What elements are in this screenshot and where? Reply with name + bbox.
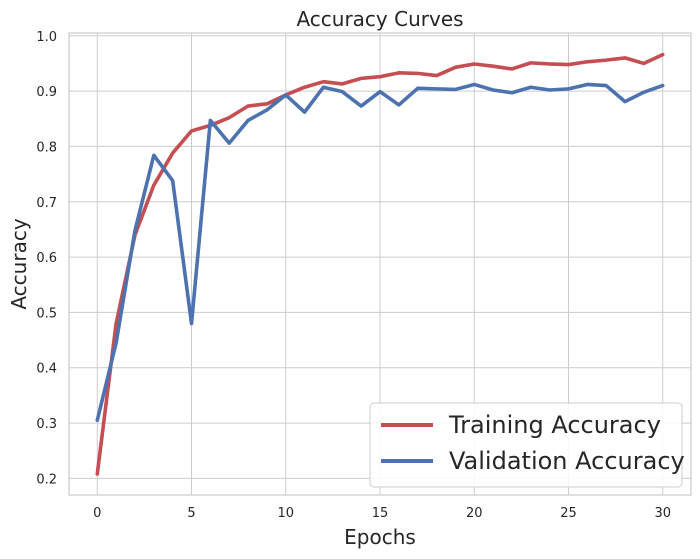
- y-axis-label: Accuracy: [7, 218, 31, 309]
- y-tick-label: 0.3: [36, 417, 57, 432]
- training-accuracy-line: [95, 52, 665, 476]
- x-tick-label: 15: [372, 506, 389, 521]
- y-tick-label: 0.5: [36, 306, 57, 321]
- validation-accuracy-line: [95, 82, 665, 423]
- x-tick-label: 0: [93, 506, 101, 521]
- y-tick-label: 0.7: [36, 196, 57, 211]
- x-tick-label: 5: [187, 506, 195, 521]
- x-axis-label: Epochs: [344, 525, 416, 549]
- chart-title: Accuracy Curves: [296, 7, 463, 31]
- x-tick-label: 10: [277, 506, 294, 521]
- plot-frame: [68, 32, 692, 496]
- series-lines: [95, 52, 665, 476]
- y-tick-label: 0.8: [36, 140, 57, 155]
- y-tick-label: 0.9: [36, 85, 57, 100]
- y-tick-label: 1.0: [36, 30, 57, 45]
- tick-labels: 0 5 10 15 20 25 30 0.2 0.3 0.4 0.5 0.6 0.7 0.8 0.9 1.0: [36, 30, 671, 521]
- legend: Training Accuracy Validation Accuracy: [369, 402, 685, 488]
- x-tick-label: 20: [466, 506, 483, 521]
- x-tick-label: 25: [560, 506, 577, 521]
- x-tick-label: 30: [654, 506, 671, 521]
- y-tick-label: 0.4: [36, 362, 57, 377]
- legend-label-training: Training Accuracy: [448, 411, 661, 439]
- legend-box: [369, 402, 683, 488]
- y-tick-label: 0.2: [36, 472, 57, 487]
- y-tick-label: 0.6: [36, 251, 57, 266]
- legend-label-validation: Validation Accuracy: [449, 447, 685, 475]
